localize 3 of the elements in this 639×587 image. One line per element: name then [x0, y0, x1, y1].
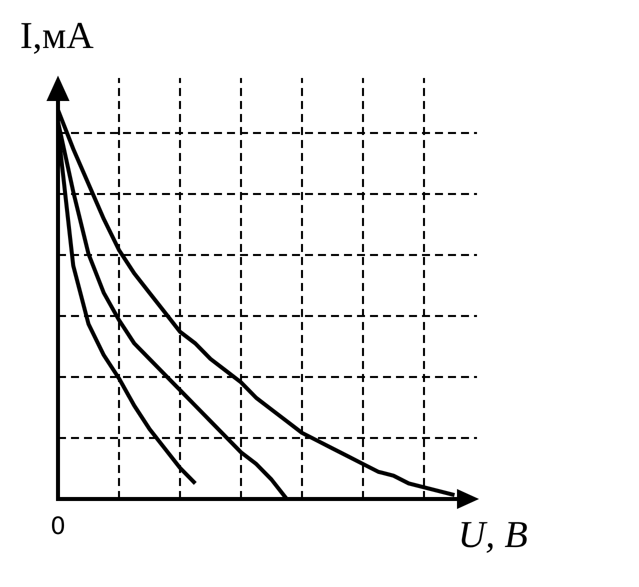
text: 0	[50, 512, 66, 540]
y-axis-title: I,мА	[20, 15, 94, 57]
x-axis-title: U, В	[458, 514, 528, 556]
